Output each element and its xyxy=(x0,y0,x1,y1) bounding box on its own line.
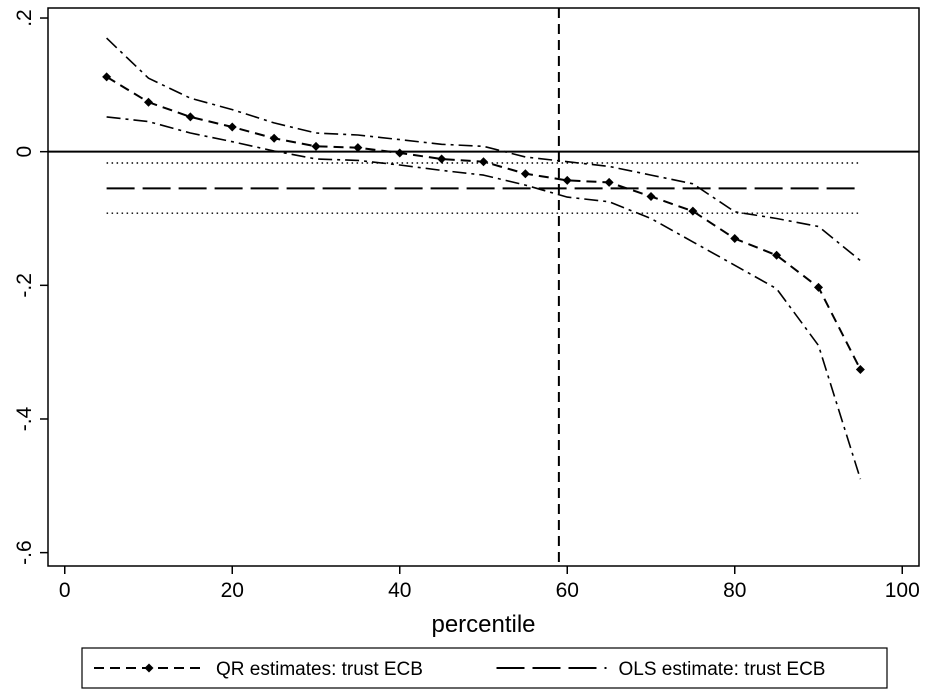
plot-frame xyxy=(47,7,920,567)
data-point-marker xyxy=(604,177,614,187)
x-tick-label: 100 xyxy=(885,579,920,602)
data-point-marker xyxy=(144,97,153,107)
legend-key-marker xyxy=(144,663,154,673)
data-point-marker xyxy=(102,72,112,82)
data-point-marker xyxy=(269,133,279,143)
data-point-marker xyxy=(772,250,782,260)
data-point-marker xyxy=(185,112,195,122)
x-tick-label: 60 xyxy=(556,579,579,602)
x-tick-label: 80 xyxy=(723,579,746,602)
data-point-marker xyxy=(227,122,237,132)
y-tick-label: -.2 xyxy=(13,273,36,298)
y-tick-label: 0 xyxy=(13,146,36,158)
data-point-marker xyxy=(730,234,740,244)
series-line-2 xyxy=(106,116,862,480)
data-point-marker xyxy=(688,206,698,216)
legend-entry-label: QR estimates: trust ECB xyxy=(216,659,423,680)
data-point-marker xyxy=(520,169,530,179)
legend-entry-label: OLS estimate: trust ECB xyxy=(619,659,826,680)
series-line-1 xyxy=(106,37,861,262)
legend-box xyxy=(81,647,888,689)
data-point-marker xyxy=(814,282,823,292)
x-axis-title: percentile xyxy=(431,611,535,638)
x-tick-label: 40 xyxy=(388,579,411,602)
data-point-marker xyxy=(311,141,321,151)
y-tick-label: -.6 xyxy=(13,540,36,565)
y-tick-label: .2 xyxy=(13,9,36,27)
y-tick-label: -.4 xyxy=(13,406,36,431)
data-point-marker xyxy=(437,154,447,164)
data-point-marker xyxy=(855,365,865,375)
data-point-marker xyxy=(479,157,488,167)
data-point-marker xyxy=(646,191,656,201)
plot-area xyxy=(48,8,919,566)
x-tick-label: 0 xyxy=(59,579,71,602)
data-point-marker xyxy=(353,143,363,153)
data-point-marker xyxy=(395,148,405,158)
x-tick-label: 20 xyxy=(221,579,244,602)
data-point-marker xyxy=(562,175,572,185)
